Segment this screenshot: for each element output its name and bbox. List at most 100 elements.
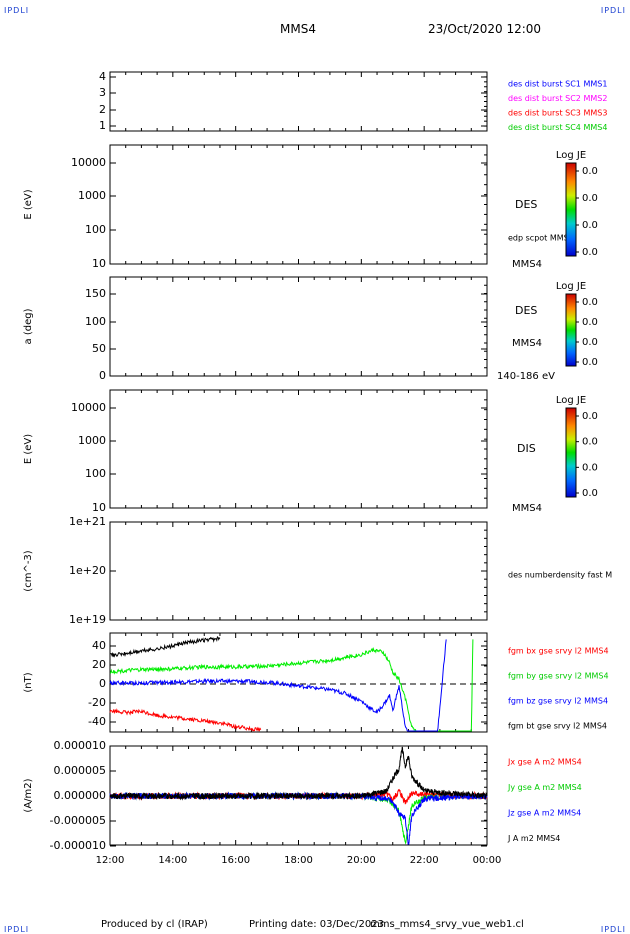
pitch-axis-label: 150 [85, 287, 106, 300]
colorbar-tick-label: 0.0 [582, 357, 598, 368]
pitch-ylabel: a (deg) [23, 308, 34, 344]
current-axis-label: -0.000005 [50, 814, 106, 827]
legend-sc-3: des dist burst SC3 MMS3 [508, 109, 607, 118]
colorbar-3 [565, 407, 577, 498]
current-axis-label: 0.000000 [54, 789, 107, 802]
pitch-energy-range: 140-186 eV [497, 371, 555, 382]
des-energy-ylabel: E (eV) [23, 189, 34, 219]
bfield-series-1 [109, 708, 262, 732]
colorbar-tick-label: 0.0 [582, 317, 598, 328]
panel-frame-1 [109, 71, 488, 132]
x-tick-label-2: 14:00 [158, 855, 187, 866]
legend-sc-2: des dist burst SC2 MMS2 [508, 94, 607, 103]
corner-label-bottom-right: IPDLI [600, 925, 626, 934]
bfield-series-3 [109, 639, 447, 732]
sc-axis-label: 2 [99, 103, 106, 116]
current-axis-label: -0.000010 [50, 839, 106, 852]
pitch-axis-label: 100 [85, 315, 106, 328]
colorbar-tick-label: 0.0 [582, 411, 598, 422]
dis-energy-axis-label: 1000 [78, 434, 106, 447]
panel-frame-2 [109, 144, 488, 265]
dis-energy-axis-label: 100 [85, 467, 106, 480]
density-axis-label: 1e+21 [69, 515, 106, 528]
des-energy-sublabel: edp scpot MMS4 [508, 234, 574, 243]
colorbar-title-1: Log JE [556, 150, 586, 161]
current-legend-3: Jz gse A m2 MMS4 [507, 809, 581, 818]
pitch-spacecraft: MMS4 [512, 338, 542, 349]
colorbar-tick-label: 0.0 [582, 337, 598, 348]
panel-frame-5 [109, 521, 488, 621]
colorbar-tick-label: 0.0 [582, 166, 598, 177]
legend-sc-4: des dist burst SC4 MMS4 [508, 123, 607, 132]
sc-axis-label: 3 [99, 86, 106, 99]
dis-energy-instrument: DIS [517, 442, 536, 455]
des-energy-instrument: DES [515, 198, 537, 211]
corner-label-top-left: IPDLI [4, 6, 30, 15]
x-tick-label-4: 18:00 [284, 855, 313, 866]
bfield-series-4 [110, 635, 221, 658]
colorbar-tick-label: 0.0 [582, 437, 598, 448]
colorbar-tick-label: 0.0 [582, 297, 598, 308]
dis-energy-axis-label: 10 [92, 501, 106, 514]
current-axis-label: 0.000005 [54, 764, 107, 777]
current-legend-2: Jy gse A m2 MMS4 [507, 783, 582, 792]
current-series-2 [109, 791, 488, 845]
colorbar-tick-label: 0.0 [582, 247, 598, 258]
colorbar-tick-label: 0.0 [582, 193, 598, 204]
des-energy-axis-label: 100 [85, 223, 106, 236]
bfield-legend-1: fgm bx gse srvy l2 MMS4 [508, 647, 609, 656]
current-series-3 [109, 791, 488, 845]
sc-axis-label: 4 [99, 70, 106, 83]
pitch-instrument: DES [515, 304, 537, 317]
x-tick-label-5: 20:00 [347, 855, 376, 866]
x-tick-label-6: 22:00 [410, 855, 439, 866]
density-axis-label: 1e+19 [69, 613, 106, 626]
bfield-axis-label: -20 [88, 696, 106, 709]
footer-file: mms_mms4_srvy_vue_web1.cl [370, 919, 524, 930]
current-ylabel: (A/m2) [23, 778, 34, 812]
colorbar-tick-label: 0.0 [582, 462, 598, 473]
dis-energy-ylabel: E (eV) [23, 434, 34, 464]
corner-label-top-right: IPDLI [600, 6, 626, 15]
bfield-axis-label: 40 [92, 639, 106, 652]
dis-energy-spacecraft: MMS4 [512, 503, 542, 514]
colorbar-title-3: Log JE [556, 395, 586, 406]
des-energy-axis-label: 10 [92, 257, 106, 270]
x-tick-label-7: 00:00 [473, 855, 502, 866]
bfield-axis-label: -40 [88, 715, 106, 728]
legend-sc-1: des dist burst SC1 MMS1 [508, 80, 607, 89]
des-energy-axis-label: 10000 [71, 156, 106, 169]
spacecraft-title: MMS4 [280, 22, 316, 36]
panel-frame-4 [109, 389, 488, 509]
current-series-4 [109, 746, 488, 801]
x-tick-label-1: 12:00 [96, 855, 125, 866]
colorbar-2 [565, 293, 577, 367]
panel-frame-3 [109, 276, 488, 377]
bfield-axis-label: 0 [99, 677, 106, 690]
dis-energy-axis-label: 10000 [71, 401, 106, 414]
footer-printing-date: Printing date: 03/Dec/2023 [249, 919, 385, 930]
current-legend-1: Jx gse A m2 MMS4 [507, 758, 582, 767]
des-energy-spacecraft: MMS4 [512, 259, 542, 270]
bfield-legend-2: fgm by gse srvy l2 MMS4 [508, 672, 609, 681]
density-axis-label: 1e+20 [69, 564, 106, 577]
bfield-legend-4: fgm bt gse srvy l2 MMS4 [508, 722, 607, 731]
colorbar-title-2: Log JE [556, 281, 586, 292]
pitch-axis-label: 0 [99, 369, 106, 382]
colorbar-tick-label: 0.0 [582, 220, 598, 231]
bfield-axis-label: 20 [92, 658, 106, 671]
corner-label-bottom-left: IPDLI [4, 925, 30, 934]
colorbar-tick-label: 0.0 [582, 488, 598, 499]
footer-produced-by: Produced by cl (IRAP) [101, 919, 208, 930]
density-ylabel: (cm^-3) [23, 550, 34, 591]
pitch-axis-label: 50 [92, 342, 106, 355]
bfield-legend-3: fgm bz gse srvy l2 MMS4 [508, 697, 608, 706]
datetime-title: 23/Oct/2020 12:00 [428, 22, 542, 36]
x-tick-label-3: 16:00 [221, 855, 250, 866]
des-energy-axis-label: 1000 [78, 189, 106, 202]
colorbar-1 [565, 162, 577, 257]
sc-axis-label: 1 [99, 119, 106, 132]
density-legend: des numberdensity fast M [508, 571, 612, 580]
bfield-series-2 [109, 639, 474, 732]
